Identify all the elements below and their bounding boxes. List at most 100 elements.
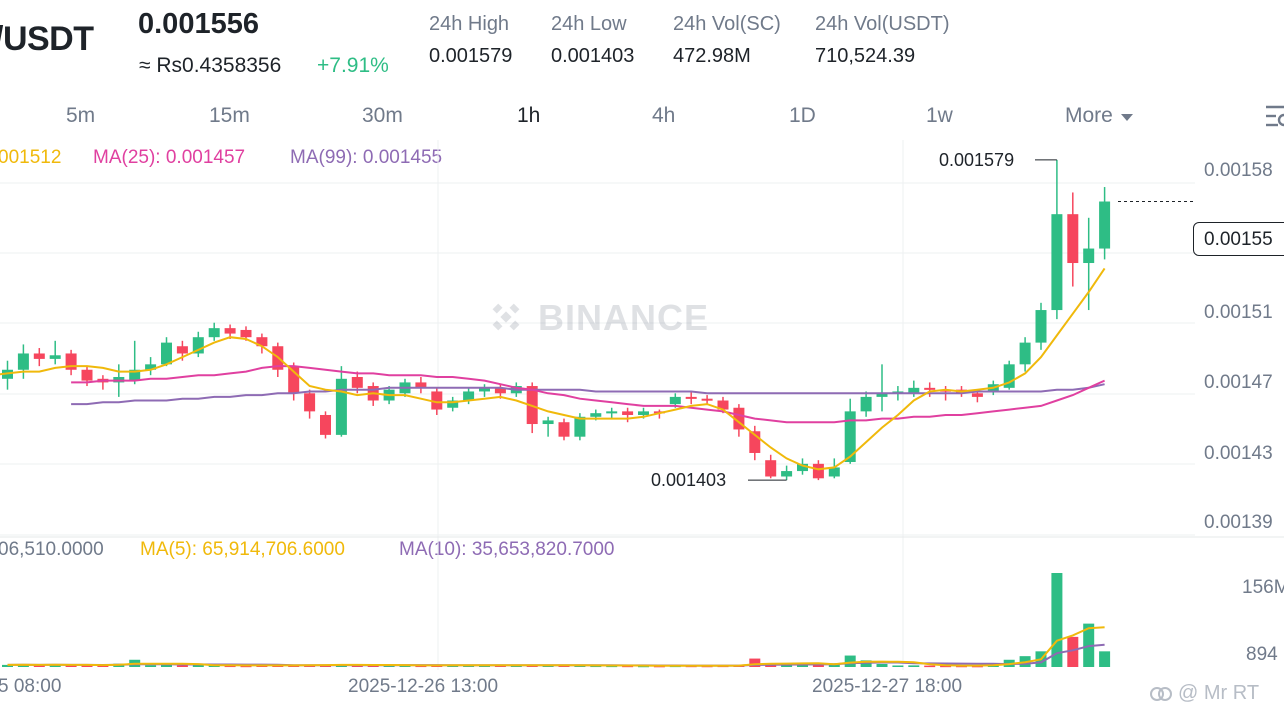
candle-body xyxy=(844,411,856,463)
tab-interval-30m[interactable]: 30m xyxy=(362,104,403,127)
watermark-text: @ Mr RT xyxy=(1178,682,1260,704)
candle-body xyxy=(1067,214,1079,264)
candle xyxy=(479,384,490,397)
candle-body xyxy=(1051,214,1063,311)
candle xyxy=(1099,187,1111,260)
candle xyxy=(622,407,634,423)
candle-body xyxy=(781,471,793,477)
chart-settings-icon[interactable] xyxy=(1264,102,1284,130)
stat-24h-vol-usdt-label: 24h Vol(USDT) xyxy=(815,13,950,35)
volume-ma10-line xyxy=(7,643,1105,667)
candle xyxy=(33,348,45,367)
candle-body xyxy=(351,376,363,388)
last-price: 0.001556 xyxy=(138,8,259,40)
candle xyxy=(1051,159,1063,320)
volume-bar xyxy=(892,665,904,667)
volume-bar xyxy=(97,665,109,667)
candle xyxy=(844,398,856,464)
candle-body xyxy=(669,396,681,405)
candle-body xyxy=(288,366,300,394)
volume-bar xyxy=(844,655,856,667)
candle-body xyxy=(685,396,697,399)
candle-body xyxy=(860,396,872,412)
volume-bar xyxy=(908,665,920,667)
candle xyxy=(304,389,316,419)
candle xyxy=(2,360,13,390)
ma7-line xyxy=(0,267,1106,471)
candle xyxy=(335,366,347,437)
candle-body xyxy=(463,391,475,401)
candle-body xyxy=(558,422,570,437)
candle-body xyxy=(81,369,93,381)
ma25-legend: MA(25): 0.001457 xyxy=(93,147,246,168)
candle xyxy=(685,391,697,405)
candle-body xyxy=(256,337,268,347)
candle xyxy=(447,396,459,412)
candle-body xyxy=(1019,342,1031,365)
more-intervals-dropdown[interactable]: More xyxy=(1065,104,1133,128)
candle-body xyxy=(161,342,172,365)
candle xyxy=(781,465,793,481)
volume-bar xyxy=(240,665,252,668)
candle-body xyxy=(208,328,220,338)
volume-bar xyxy=(399,665,411,667)
tab-interval-4h[interactable]: 4h xyxy=(652,104,676,127)
trading-pair-title[interactable]: /USDT xyxy=(0,20,94,58)
volume-bar xyxy=(1099,651,1111,667)
stat-24h-high-value: 0.001579 xyxy=(429,45,513,67)
candle-body xyxy=(733,407,745,430)
volume-bars xyxy=(2,573,1111,668)
candle xyxy=(1067,192,1079,287)
price-axis-label: 0.00143 xyxy=(1204,443,1273,464)
candle-body xyxy=(542,420,554,425)
candle xyxy=(65,349,77,376)
candle xyxy=(765,454,777,479)
candle xyxy=(97,375,109,390)
candle xyxy=(924,382,936,397)
volume-bar xyxy=(33,665,45,667)
candle-body xyxy=(701,398,713,401)
volume-bar xyxy=(1051,573,1063,667)
tab-interval-1h[interactable]: 1h xyxy=(517,104,541,127)
candle-body xyxy=(176,346,188,354)
time-axis-label: 2025-12-26 13:00 xyxy=(348,676,499,697)
more-label: More xyxy=(1065,104,1113,127)
volume-bar xyxy=(145,665,157,667)
tab-interval-15m[interactable]: 15m xyxy=(209,104,250,127)
candle-body xyxy=(638,411,649,415)
candle-body xyxy=(192,337,204,354)
volume-bar xyxy=(161,664,172,667)
candle xyxy=(876,364,888,412)
volume-bar xyxy=(176,665,188,667)
candle-body xyxy=(320,414,331,435)
caret-down-icon xyxy=(1120,113,1133,121)
price-axis-label: 0.00151 xyxy=(1204,302,1273,323)
stat-24h-low-value: 0.001403 xyxy=(551,45,635,67)
tab-interval-5m[interactable]: 5m xyxy=(66,104,96,127)
fiat-price: ≈ Rs0.4358356 xyxy=(139,54,282,77)
candle-body xyxy=(65,353,77,370)
tab-interval-1w[interactable]: 1w xyxy=(926,104,953,127)
volume-bar xyxy=(924,665,936,668)
candle-body xyxy=(479,387,490,392)
volume-bar xyxy=(749,658,761,667)
price-axis-label: 0.00139 xyxy=(1204,512,1273,533)
ma99-legend: MA(99): 0.001455 xyxy=(290,147,443,168)
candle xyxy=(161,337,172,367)
candle-body xyxy=(622,411,634,415)
candle-body xyxy=(494,387,506,394)
stat-24h-high-label: 24h High xyxy=(429,13,510,35)
volume-bar xyxy=(65,665,77,667)
candle xyxy=(1035,302,1047,350)
candle xyxy=(749,425,761,461)
candle xyxy=(415,376,427,394)
candle-body xyxy=(129,369,141,381)
candle-body xyxy=(971,393,983,397)
volume-axis-label: 156M xyxy=(1242,577,1284,598)
candle-body xyxy=(304,393,316,412)
candle xyxy=(606,407,618,419)
tab-interval-1d[interactable]: 1D xyxy=(789,104,816,127)
candle xyxy=(1083,217,1095,311)
candle-body xyxy=(908,387,920,394)
